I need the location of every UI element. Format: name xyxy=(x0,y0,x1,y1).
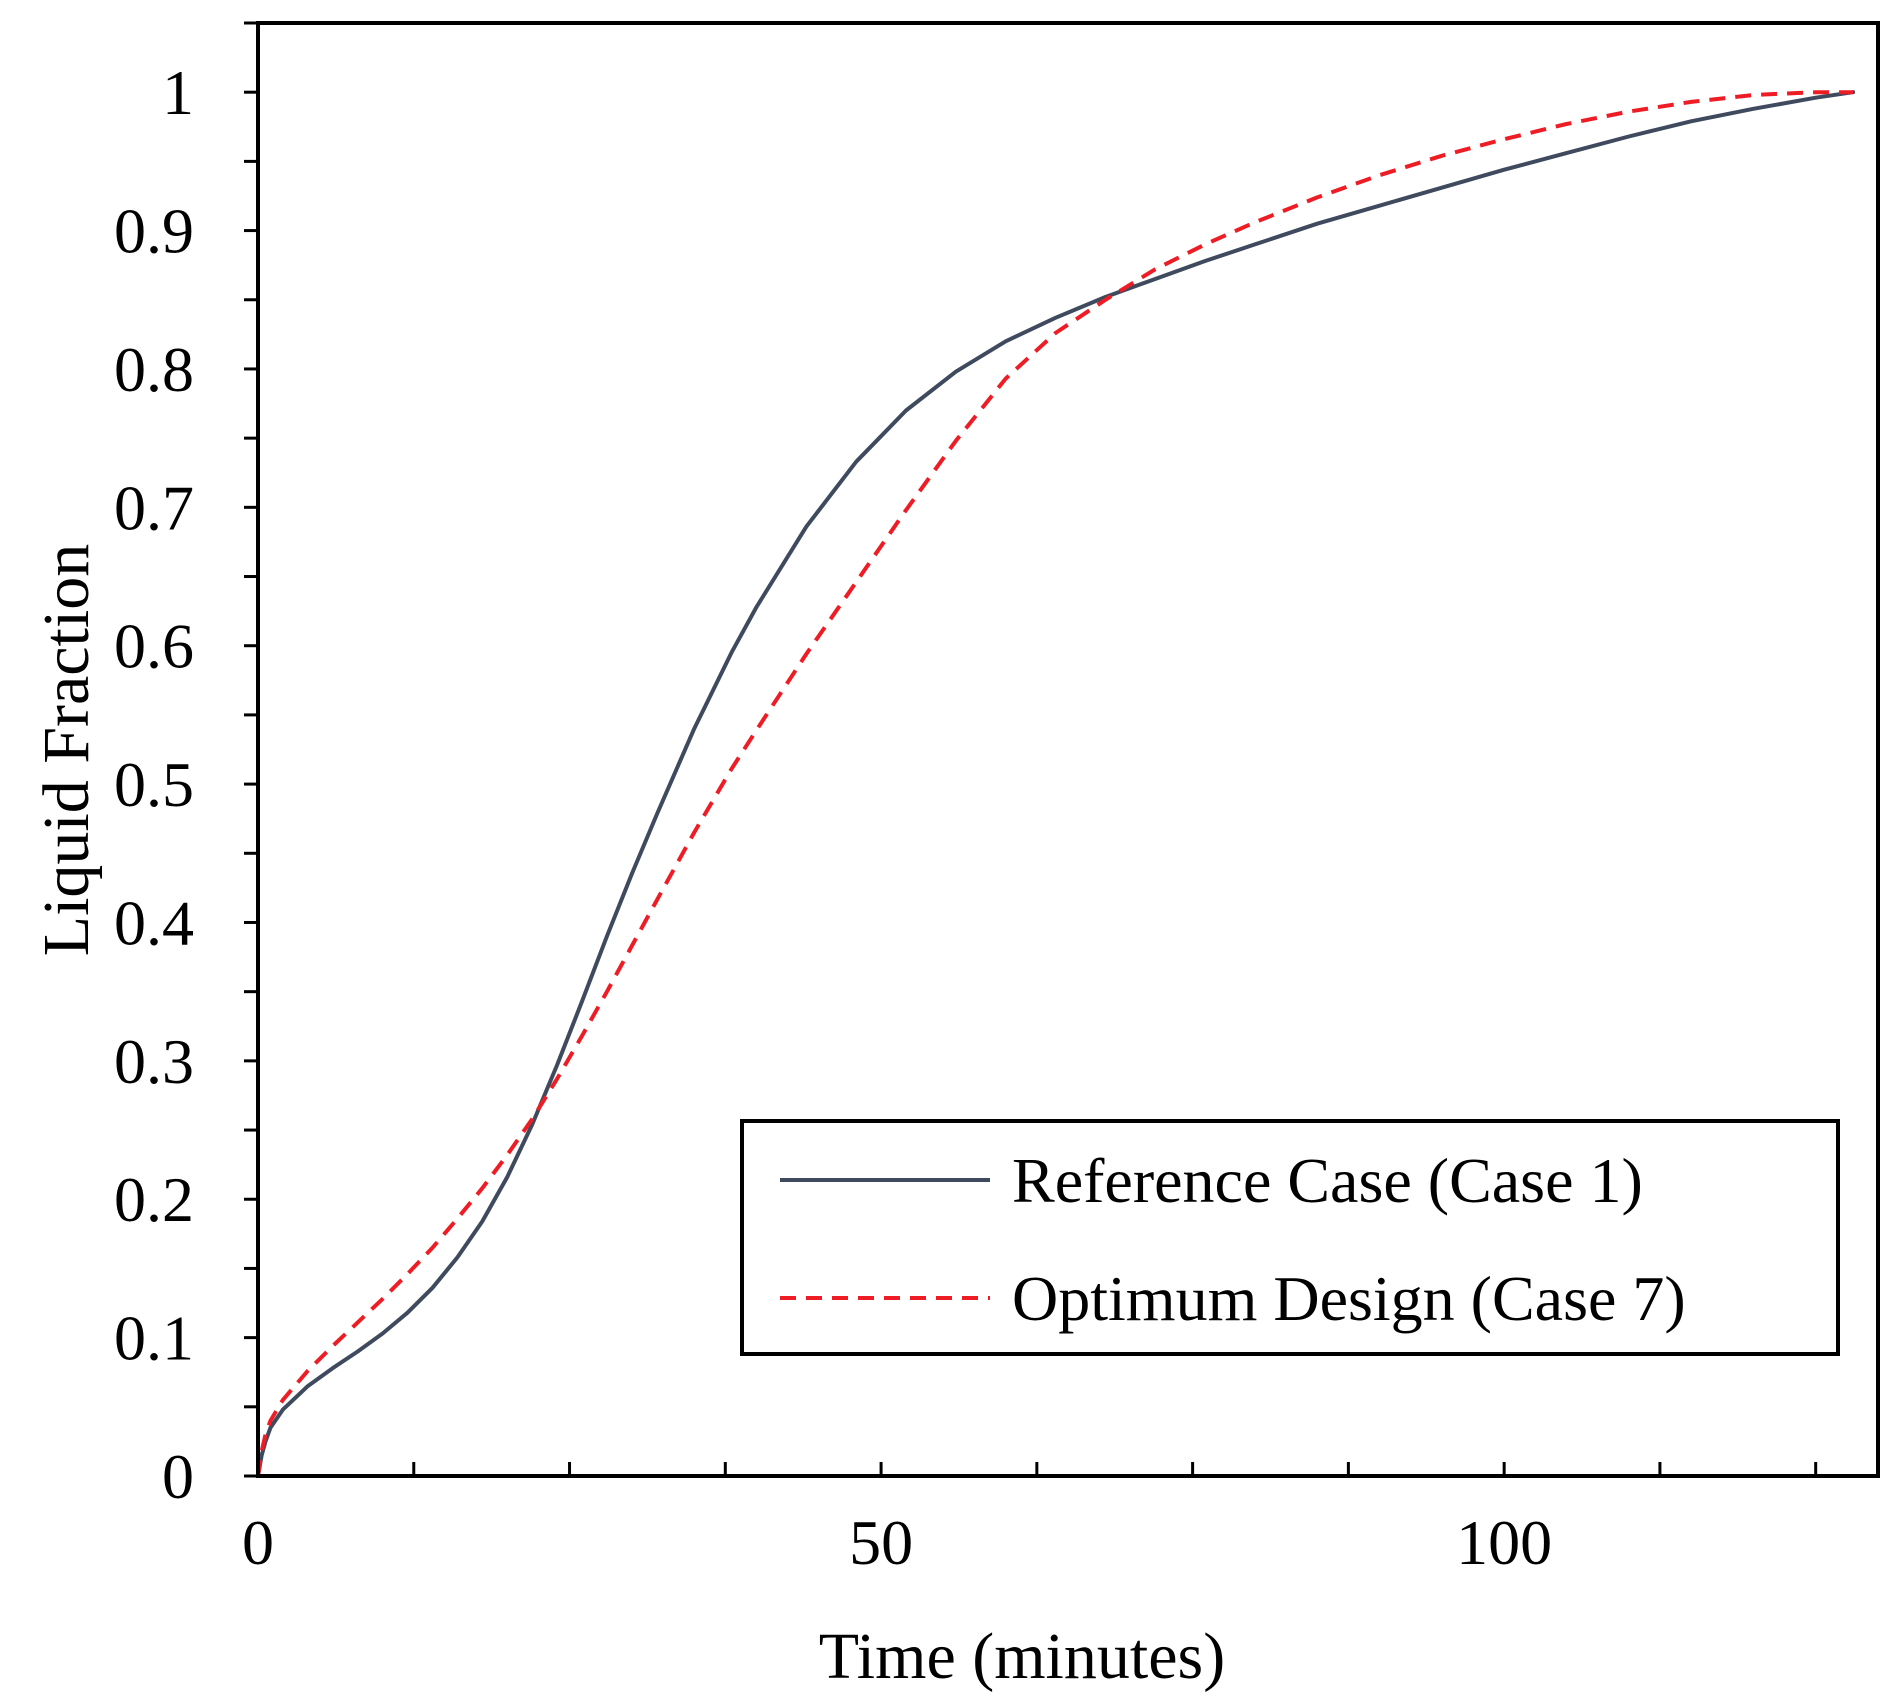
series-layer xyxy=(256,90,1856,1478)
y-axis-ticks: 0 0.1 0.2 0.3 0.4 0.5 0.6 0.7 0.8 0.9 1 xyxy=(114,21,258,1512)
y-tick-label: 0.4 xyxy=(114,887,194,958)
y-tick-label: 0.3 xyxy=(114,1026,194,1097)
y-tick-label: 0.2 xyxy=(114,1164,194,1235)
y-tick-label: 0.7 xyxy=(114,472,194,543)
x-tick-label: 100 xyxy=(1456,1507,1552,1578)
x-tick-label: 0 xyxy=(242,1507,274,1578)
y-tick-label: 0.5 xyxy=(114,749,194,820)
legend-box xyxy=(740,1119,1840,1356)
y-tick-label: 0.8 xyxy=(114,334,194,405)
y-tick-label: 0.9 xyxy=(114,196,194,267)
y-tick-label: 0.1 xyxy=(114,1303,194,1374)
y-tick-label: 0.6 xyxy=(114,611,194,682)
legend-label-optimum-design: Optimum Design (Case 7) xyxy=(1012,1263,1686,1334)
y-tick-label: 1 xyxy=(162,57,194,128)
plot-area-frame xyxy=(256,21,1880,1478)
y-tick-label: 0 xyxy=(162,1441,194,1512)
series-line-reference-case xyxy=(256,90,1856,1478)
x-axis-ticks: 0 50 100 xyxy=(242,1462,1818,1578)
legend: Reference Case (Case 1) Optimum Design (… xyxy=(740,1119,1840,1356)
series-line-optimum-design xyxy=(256,90,1854,1477)
y-axis-title: Liquid Fraction xyxy=(30,544,103,956)
x-axis-title: Time (minutes) xyxy=(819,1620,1225,1693)
x-tick-label: 50 xyxy=(849,1507,913,1578)
legend-label-reference-case: Reference Case (Case 1) xyxy=(1012,1145,1643,1216)
